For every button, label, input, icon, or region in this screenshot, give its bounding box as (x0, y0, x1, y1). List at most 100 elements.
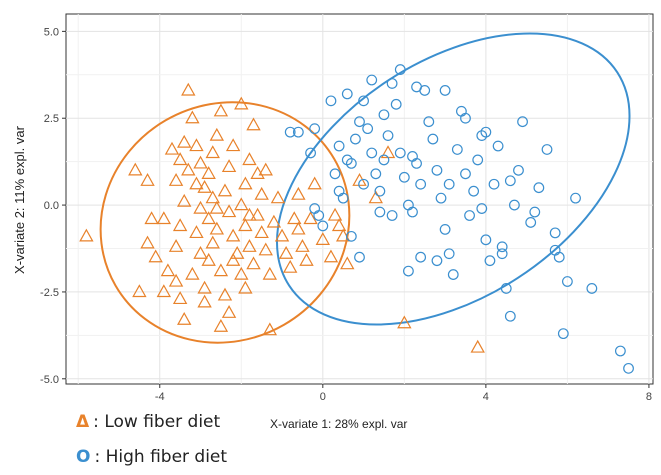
data-point-low-fiber (193, 155, 208, 169)
data-point-high-fiber (394, 64, 406, 75)
data-point-low-fiber (205, 190, 220, 204)
data-point-high-fiber (386, 210, 398, 221)
data-point-low-fiber (128, 162, 143, 176)
data-point-high-fiber (496, 241, 508, 253)
data-point-high-fiber (488, 178, 500, 190)
data-point-high-fiber (468, 185, 480, 197)
data-point-low-fiber (246, 117, 261, 131)
y-tick-label: 2.5 (44, 113, 59, 125)
data-point-low-fiber (156, 284, 172, 298)
data-point-low-fiber (193, 200, 208, 214)
data-point-low-fiber (242, 207, 257, 221)
data-point-low-fiber (262, 322, 278, 336)
data-point-low-fiber (197, 179, 212, 193)
data-point-low-fiber (172, 218, 188, 232)
data-point-high-fiber (529, 206, 541, 218)
data-point-low-fiber (254, 225, 269, 239)
data-point-low-fiber (270, 190, 286, 204)
data-point-low-fiber (242, 239, 257, 252)
data-point-low-fiber (201, 166, 216, 179)
data-point-high-fiber (366, 147, 378, 159)
data-point-low-fiber (307, 176, 322, 190)
data-point-low-fiber (209, 221, 225, 235)
data-point-low-fiber (197, 280, 212, 294)
data-point-high-fiber (435, 192, 447, 204)
data-point-high-fiber (313, 210, 325, 221)
data-point-high-fiber (431, 164, 443, 176)
data-point-low-fiber (299, 252, 314, 266)
y-tick-label: -2.5 (40, 287, 59, 299)
data-point-low-fiber (209, 127, 225, 141)
y-tick-label: 5.0 (44, 26, 59, 38)
data-point-low-fiber (221, 159, 237, 173)
data-point-low-fiber (258, 162, 273, 176)
data-point-low-fiber (148, 249, 163, 263)
data-point-high-fiber (378, 109, 390, 121)
data-point-high-fiber (374, 185, 386, 197)
data-point-low-fiber (262, 266, 278, 280)
data-point-high-fiber (370, 168, 382, 180)
data-point-high-fiber (398, 171, 410, 183)
plot-panel (65, 13, 654, 385)
data-point-high-fiber (549, 227, 561, 239)
data-point-low-fiber (283, 259, 298, 273)
data-point-high-fiber (439, 223, 451, 235)
data-point-high-fiber (354, 251, 365, 263)
data-point-high-fiber (292, 126, 304, 138)
data-point-low-fiber (258, 242, 273, 256)
data-point-low-fiber (250, 207, 265, 221)
data-point-low-fiber (340, 256, 355, 270)
data-point-low-fiber (205, 235, 220, 249)
data-point-high-fiber (464, 210, 475, 221)
x-tick-label: -4 (155, 391, 165, 403)
data-point-low-fiber (315, 232, 331, 245)
data-point-low-fiber (323, 249, 339, 263)
data-point-high-fiber (614, 345, 626, 357)
data-point-high-fiber (623, 362, 634, 374)
data-point-low-fiber (327, 207, 343, 221)
data-point-low-fiber (278, 245, 294, 259)
data-point-high-fiber (362, 123, 374, 135)
data-point-low-fiber (189, 176, 204, 190)
data-point-low-fiber (225, 138, 241, 152)
data-point-high-fiber (341, 88, 353, 100)
data-point-high-fiber (476, 203, 488, 214)
data-point-high-fiber (415, 178, 427, 190)
data-point-high-fiber (500, 283, 512, 294)
y-tick-label: 0.0 (44, 200, 59, 212)
data-point-low-fiber (291, 221, 306, 235)
data-point-high-fiber (586, 283, 598, 294)
data-point-low-fiber (181, 82, 196, 96)
data-point-low-fiber (303, 211, 318, 225)
data-point-high-fiber (407, 206, 418, 218)
data-point-high-fiber (533, 182, 545, 194)
data-point-low-fiber (230, 245, 245, 259)
data-point-high-fiber (431, 255, 443, 267)
data-point-high-fiber (333, 140, 345, 152)
data-point-low-fiber (168, 273, 184, 287)
data-point-low-fiber (209, 200, 225, 214)
data-point-high-fiber (382, 130, 394, 141)
data-point-high-fiber (354, 116, 365, 128)
data-point-high-fiber (358, 95, 369, 107)
data-point-high-fiber (513, 164, 524, 176)
data-point-low-fiber (295, 239, 310, 252)
data-point-low-fiber (238, 218, 253, 232)
data-point-high-fiber (541, 144, 553, 155)
data-point-high-fiber (411, 81, 422, 93)
data-point-high-fiber (337, 192, 349, 204)
data-point-low-fiber (177, 134, 192, 148)
data-point-low-fiber (234, 266, 249, 280)
x-tick-label: 8 (646, 391, 652, 403)
data-point-high-fiber (329, 168, 341, 180)
data-point-low-fiber (164, 141, 180, 155)
data-point-low-fiber (266, 214, 282, 228)
data-point-high-fiber (557, 328, 569, 340)
data-point-low-fiber (242, 152, 257, 166)
data-point-low-fiber (140, 235, 155, 249)
data-point-high-fiber (345, 157, 357, 169)
data-point-low-fiber (238, 176, 253, 190)
data-point-high-fiber (492, 140, 504, 152)
data-point-high-fiber (305, 147, 316, 159)
